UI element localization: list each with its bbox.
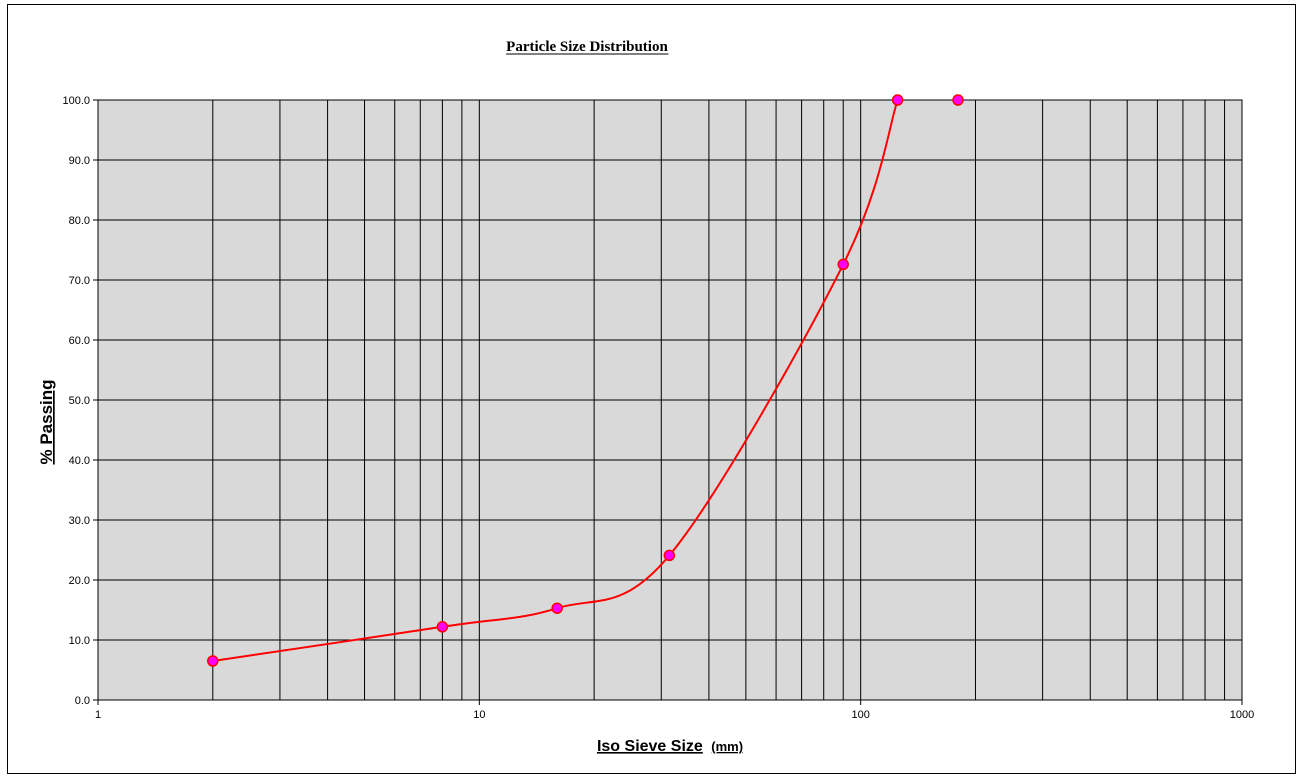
data-point: [436, 621, 449, 633]
y-tick-label: 80.0: [69, 215, 90, 227]
y-tick-label: 50.0: [69, 395, 90, 407]
x-tick-label: 1: [95, 709, 101, 721]
x-tick-label: 1000: [1230, 709, 1254, 721]
y-tick-label: 60.0: [69, 335, 90, 347]
y-axis-label: % Passing: [37, 379, 56, 464]
data-point: [551, 602, 563, 614]
y-tick-label: 0.0: [75, 695, 90, 707]
y-tick-label: 70.0: [69, 275, 90, 287]
x-tick-label: 10: [473, 709, 485, 721]
x-axis-label: Iso Sieve Size (mm): [597, 738, 743, 755]
x-axis-label-unit: (mm): [711, 739, 743, 754]
grid-lines: [98, 100, 1242, 700]
x-axis-label-main: Iso Sieve Size: [597, 738, 703, 755]
chart-title: Particle Size Distribution: [506, 39, 668, 55]
axis-ticks: 0.0 10.0 20.0 30.0 40.0 50.0 60.0 70.0 80.0 90.0 1…: [62, 95, 1254, 721]
data-point: [207, 655, 219, 667]
y-tick-label: 90.0: [69, 155, 90, 167]
y-tick-label: 40.0: [69, 455, 90, 467]
x-tick-label: 100: [851, 709, 869, 721]
series-line: [212, 99, 899, 662]
y-tick-label: 100.0: [62, 95, 90, 107]
data-point: [663, 549, 676, 562]
data-point: [952, 94, 964, 106]
y-tick-label: 10.0: [69, 635, 90, 647]
y-tick-label: 20.0: [69, 575, 90, 587]
data-point: [837, 258, 849, 271]
data-series: [207, 94, 964, 667]
data-point: [891, 94, 904, 106]
y-tick-label: 30.0: [69, 515, 90, 527]
